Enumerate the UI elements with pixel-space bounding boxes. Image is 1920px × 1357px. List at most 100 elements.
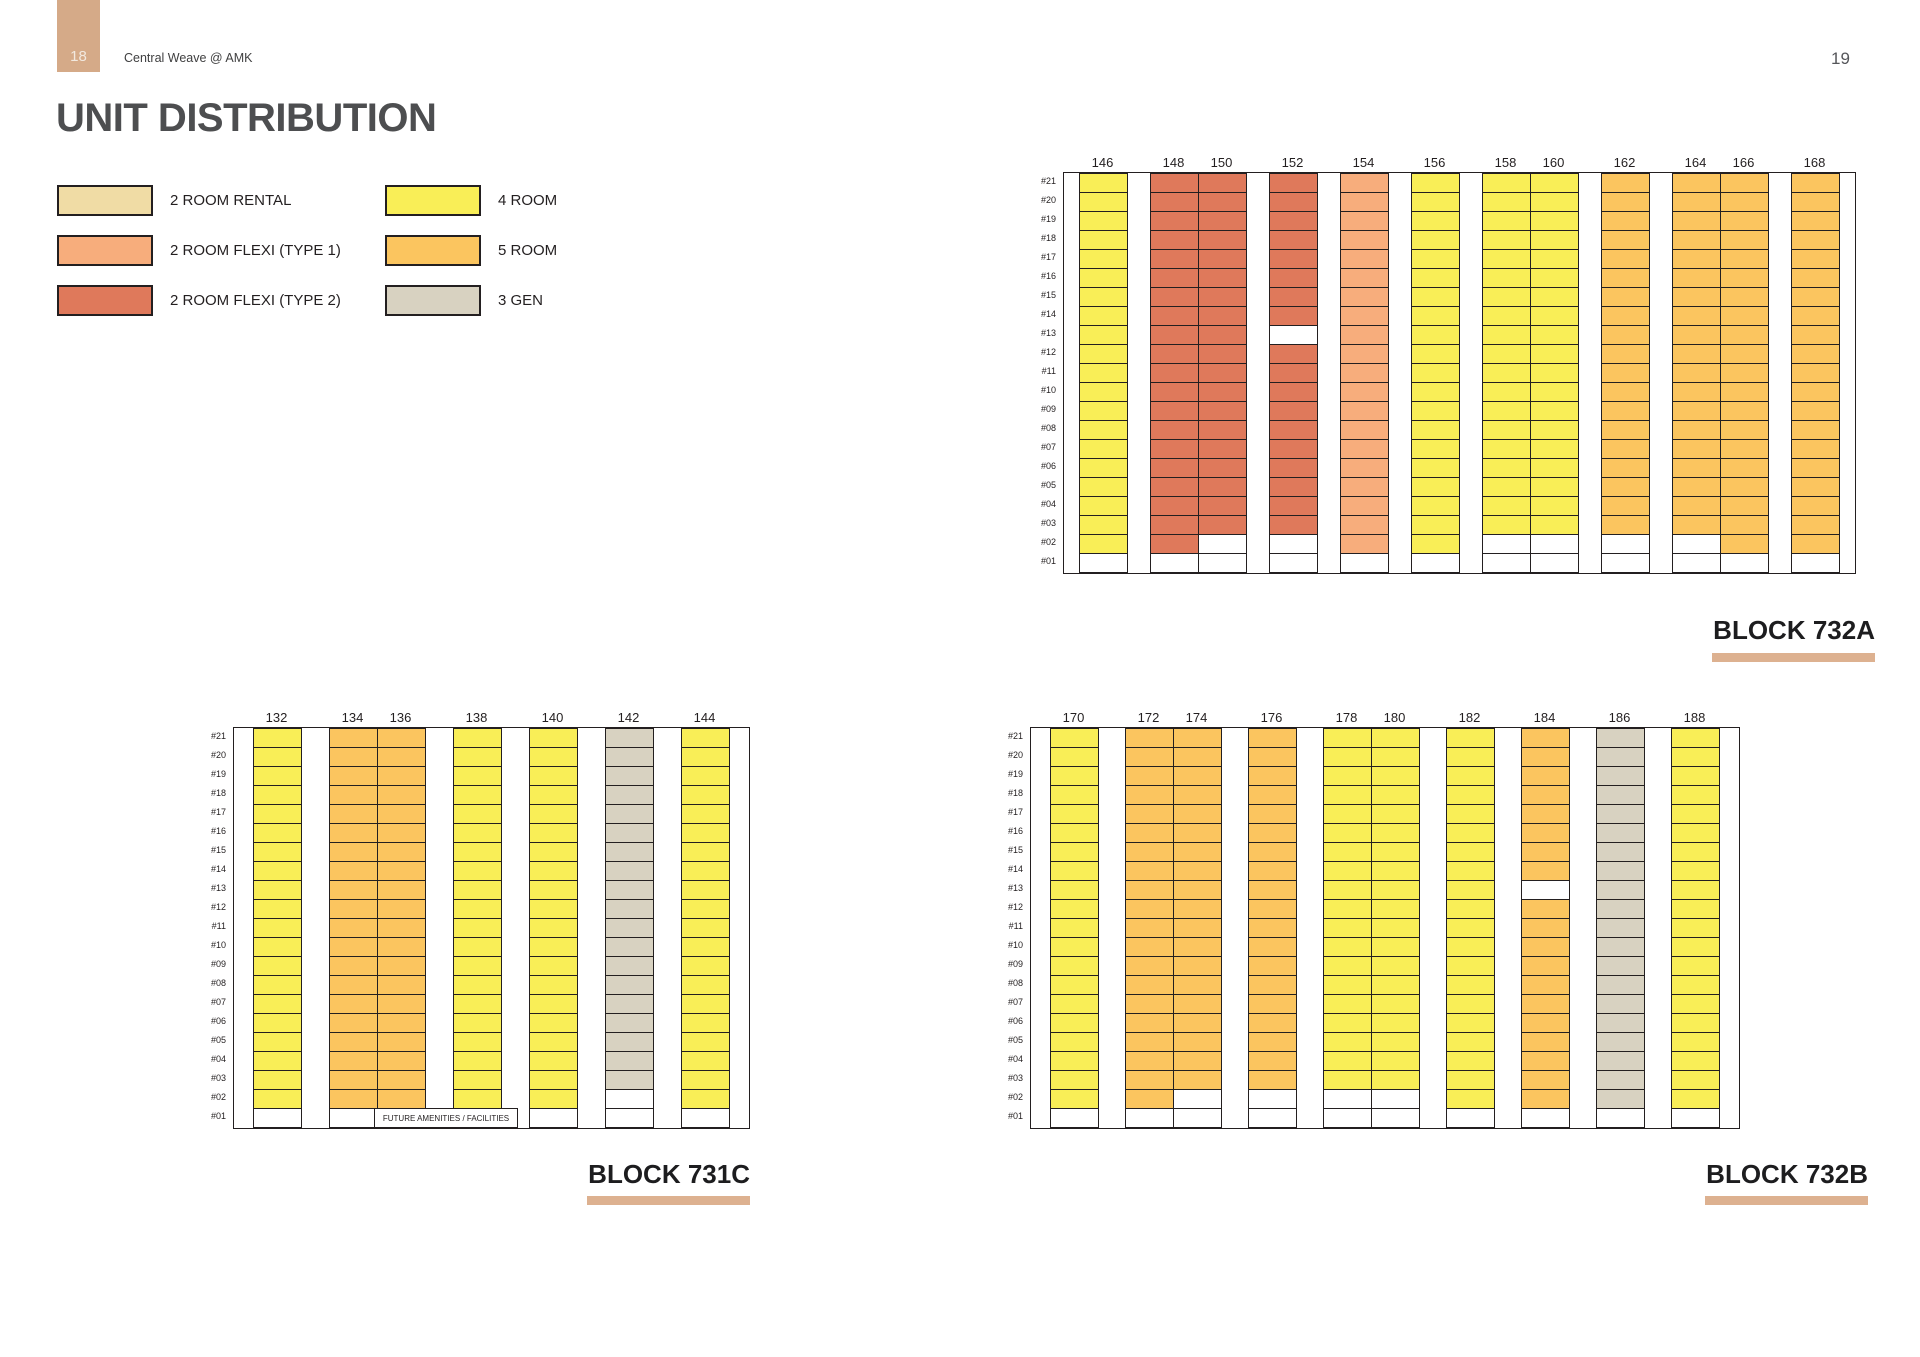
unit-cell-168-05 <box>1791 477 1840 497</box>
unit-cell-132-08 <box>253 975 302 995</box>
unit-cell-142-12 <box>605 899 654 919</box>
unit-cell-162-19 <box>1601 211 1650 231</box>
unit-cell-174-02 <box>1173 1089 1222 1109</box>
unit-cell-188-06 <box>1671 1013 1720 1033</box>
unit-cell-180-02 <box>1371 1089 1420 1109</box>
unit-cell-178-06 <box>1323 1013 1372 1033</box>
stack-number-134: 134 <box>341 710 364 725</box>
unit-cell-178-01 <box>1323 1108 1372 1128</box>
unit-cell-162-07 <box>1601 439 1650 459</box>
unit-cell-168-04 <box>1791 496 1840 516</box>
unit-cell-158-14 <box>1482 306 1531 326</box>
unit-cell-146-16 <box>1079 268 1128 288</box>
unit-cell-158-21 <box>1482 173 1531 193</box>
unit-cell-172-04 <box>1125 1051 1174 1071</box>
unit-cell-162-08 <box>1601 420 1650 440</box>
unit-cell-150-14 <box>1198 306 1247 326</box>
unit-cell-154-01 <box>1340 553 1389 573</box>
unit-cell-144-02 <box>681 1089 730 1109</box>
unit-cell-154-21 <box>1340 173 1389 193</box>
unit-cell-180-17 <box>1371 804 1420 824</box>
unit-cell-158-13 <box>1482 325 1531 345</box>
unit-cell-156-21 <box>1411 173 1460 193</box>
unit-cell-146-20 <box>1079 192 1128 212</box>
unit-cell-162-05 <box>1601 477 1650 497</box>
unit-cell-140-15 <box>529 842 578 862</box>
floor-label: #12 <box>1040 347 1056 357</box>
unit-cell-146-04 <box>1079 496 1128 516</box>
unit-cell-164-03 <box>1672 515 1721 535</box>
unit-cell-142-16 <box>605 823 654 843</box>
unit-cell-132-15 <box>253 842 302 862</box>
stack-number-132: 132 <box>265 710 288 725</box>
unit-cell-184-08 <box>1521 975 1570 995</box>
unit-cell-136-05 <box>377 1032 426 1052</box>
unit-cell-156-19 <box>1411 211 1460 231</box>
unit-cell-154-20 <box>1340 192 1389 212</box>
unit-cell-138-17 <box>453 804 502 824</box>
unit-cell-158-02 <box>1482 534 1531 554</box>
unit-cell-160-10 <box>1530 382 1579 402</box>
unit-grid-block-732b: #21 #20 #19 #18 #17 #16 #15 #14 #13 #12 #11 #10 #09 #… <box>994 706 1740 1129</box>
unit-cell-162-06 <box>1601 458 1650 478</box>
unit-cell-184-12 <box>1521 899 1570 919</box>
unit-cell-148-12 <box>1150 344 1199 364</box>
unit-cell-166-08 <box>1720 420 1769 440</box>
floor-label: #15 <box>1007 845 1023 855</box>
unit-cell-160-12 <box>1530 344 1579 364</box>
stack-number-146: 146 <box>1091 155 1114 170</box>
unit-cell-182-19 <box>1446 766 1495 786</box>
unit-cell-182-07 <box>1446 994 1495 1014</box>
unit-cell-172-21 <box>1125 728 1174 748</box>
unit-cell-172-17 <box>1125 804 1174 824</box>
unit-cell-166-05 <box>1720 477 1769 497</box>
unit-cell-152-09 <box>1269 401 1318 421</box>
unit-cell-188-12 <box>1671 899 1720 919</box>
unit-cell-172-20 <box>1125 747 1174 767</box>
unit-cell-186-08 <box>1596 975 1645 995</box>
unit-cell-178-10 <box>1323 937 1372 957</box>
unit-cell-172-15 <box>1125 842 1174 862</box>
unit-cell-134-13 <box>329 880 378 900</box>
unit-cell-186-12 <box>1596 899 1645 919</box>
unit-cell-172-07 <box>1125 994 1174 1014</box>
unit-cell-168-07 <box>1791 439 1840 459</box>
unit-cell-188-17 <box>1671 804 1720 824</box>
stack-number-184: 184 <box>1533 710 1556 725</box>
floor-label: #19 <box>210 769 226 779</box>
unit-cell-158-08 <box>1482 420 1531 440</box>
unit-cell-188-18 <box>1671 785 1720 805</box>
floor-label: #11 <box>211 921 226 931</box>
unit-cell-160-13 <box>1530 325 1579 345</box>
stack-number-168: 168 <box>1803 155 1826 170</box>
unit-cell-170-10 <box>1050 937 1099 957</box>
unit-cell-150-06 <box>1198 458 1247 478</box>
floor-label: #20 <box>210 750 226 760</box>
unit-cell-184-20 <box>1521 747 1570 767</box>
floor-label: #07 <box>1040 442 1056 452</box>
stack-142 <box>605 728 654 1128</box>
unit-cell-182-13 <box>1446 880 1495 900</box>
unit-cell-142-09 <box>605 956 654 976</box>
unit-cell-182-18 <box>1446 785 1495 805</box>
floor-label: #01 <box>210 1111 226 1121</box>
unit-cell-176-01 <box>1248 1108 1297 1128</box>
floor-label: #06 <box>210 1016 226 1026</box>
unit-cell-168-17 <box>1791 249 1840 269</box>
page-tab: 18 <box>57 0 100 72</box>
unit-cell-180-10 <box>1371 937 1420 957</box>
unit-cell-146-21 <box>1079 173 1128 193</box>
unit-cell-136-19 <box>377 766 426 786</box>
stack-number-140: 140 <box>541 710 564 725</box>
unit-cell-150-02 <box>1198 534 1247 554</box>
unit-cell-138-18 <box>453 785 502 805</box>
unit-cell-168-01 <box>1791 553 1840 573</box>
unit-cell-152-02 <box>1269 534 1318 554</box>
unit-cell-152-11 <box>1269 363 1318 383</box>
unit-cell-164-06 <box>1672 458 1721 478</box>
unit-cell-134-18 <box>329 785 378 805</box>
unit-cell-162-10 <box>1601 382 1650 402</box>
unit-cell-168-16 <box>1791 268 1840 288</box>
unit-cell-164-02 <box>1672 534 1721 554</box>
unit-cell-184-04 <box>1521 1051 1570 1071</box>
